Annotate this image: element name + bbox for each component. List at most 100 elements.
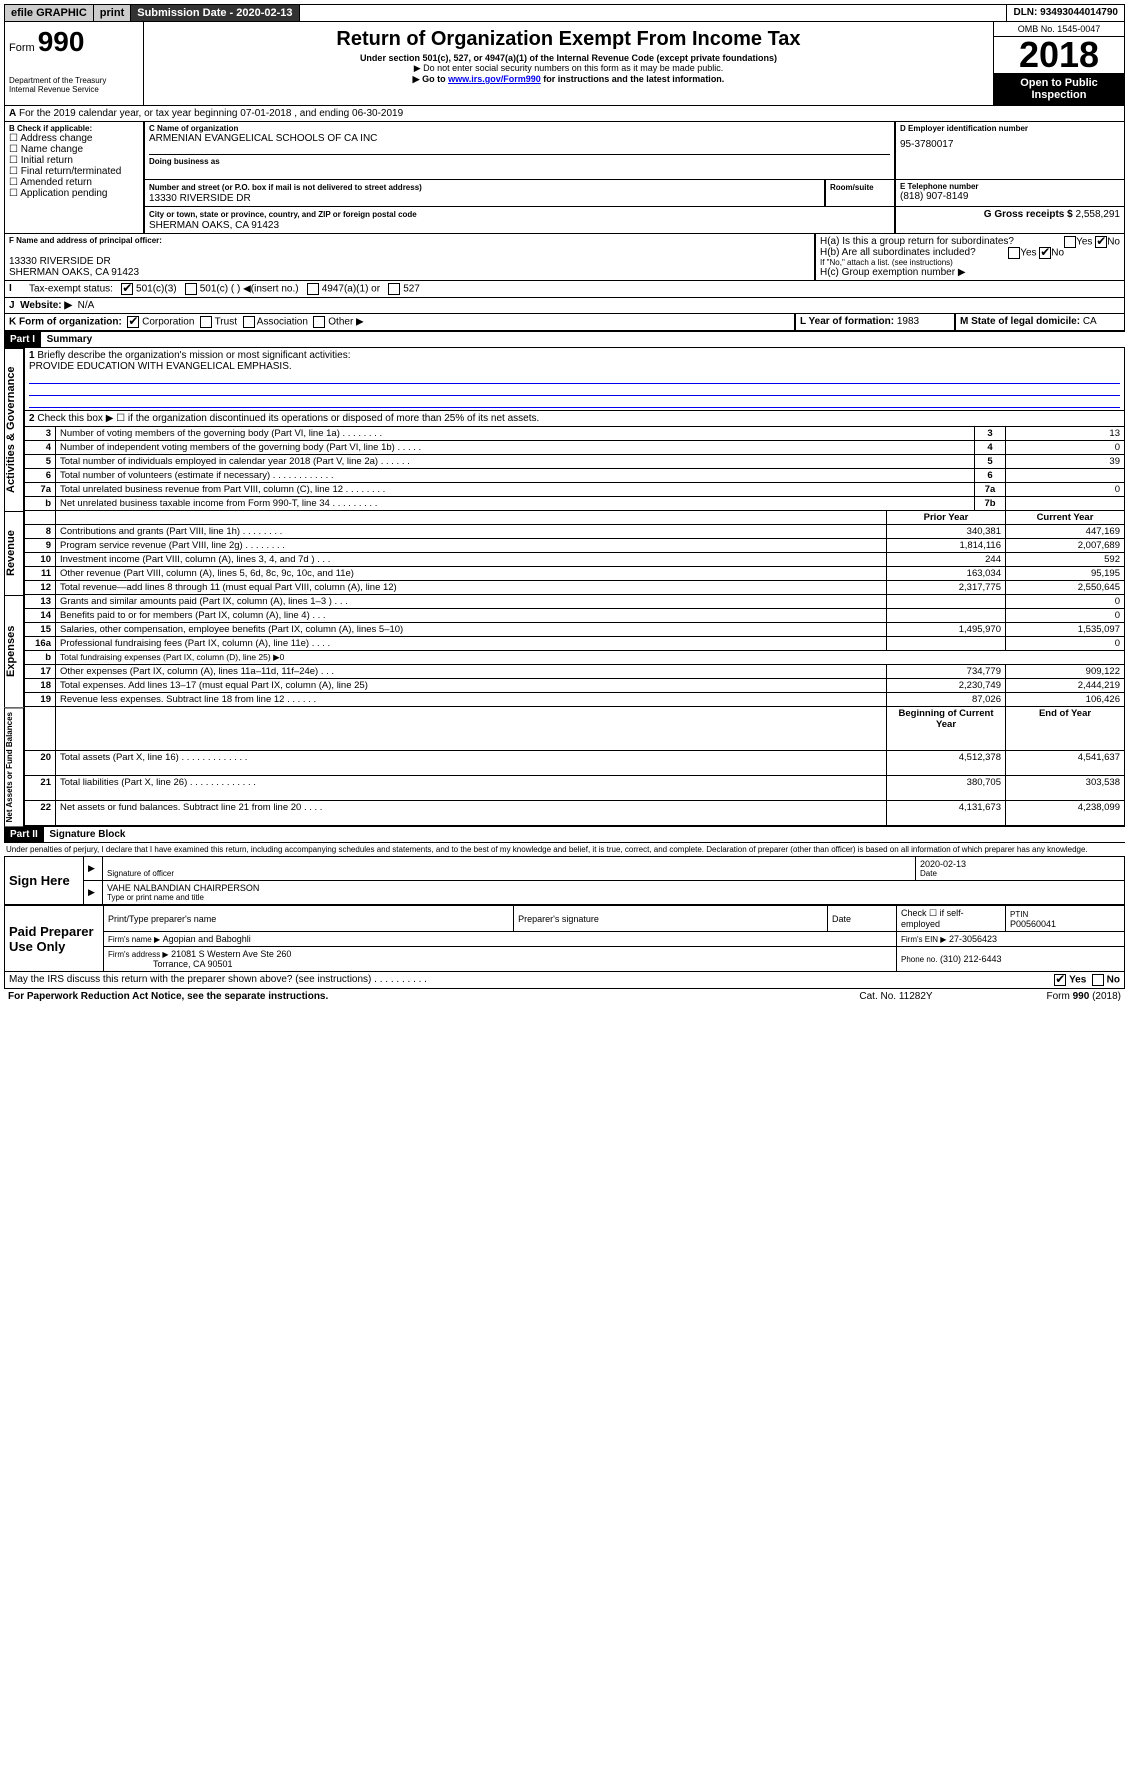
k-other[interactable] [313,316,325,328]
print-button[interactable]: print [94,5,131,21]
section-m: M State of legal domicile: CA [955,314,1125,331]
org-name: ARMENIAN EVANGELICAL SCHOOLS OF CA INC [149,133,890,144]
firm-name: Agopian and Baboghli [163,934,251,944]
section-f: F Name and address of principal officer:… [4,234,815,281]
side-net-assets: Net Assets or Fund Balances [4,707,24,826]
section-g: G Gross receipts $ 2,558,291 [895,207,1125,234]
firm-phone: (310) 212-6443 [940,954,1002,964]
table-row: bNet unrelated business taxable income f… [25,497,1125,511]
opt-name-change[interactable]: ☐ Name change [9,144,139,155]
section-h: H(a) Is this a group return for subordin… [815,234,1125,281]
table-row: 19Revenue less expenses. Subtract line 1… [25,693,1125,707]
table-row: 16aProfessional fundraising fees (Part I… [25,637,1125,651]
table-row: 5Total number of individuals employed in… [25,455,1125,469]
ha-no[interactable] [1095,236,1107,248]
i-4947[interactable] [307,283,319,295]
section-c-addr: Number and street (or P.O. box if mail i… [144,180,825,207]
efile-button[interactable]: efile GRAPHIC [5,5,94,21]
part2-header: Part II Signature Block [4,826,1125,843]
dln-label: DLN: 93493044014790 [1007,5,1124,21]
table-row: 15Salaries, other compensation, employee… [25,623,1125,637]
table-row: bTotal fundraising expenses (Part IX, co… [25,651,1125,665]
room-suite: Room/suite [825,180,895,207]
table-row: 10Investment income (Part VIII, column (… [25,553,1125,567]
form-title: Return of Organization Exempt From Incom… [148,28,989,51]
officer-name: VAHE NALBANDIAN CHAIRPERSON [107,883,1120,893]
lines-expenses: 13Grants and similar amounts paid (Part … [24,595,1125,707]
side-activities-governance: Activities & Governance [4,348,24,511]
open-to-public: Open to Public Inspection [994,73,1124,105]
section-c-city: City or town, state or province, country… [144,207,895,234]
perjury-text: Under penalties of perjury, I declare th… [4,843,1125,856]
pra-notice: For Paperwork Reduction Act Notice, see … [8,991,328,1002]
topbar-spacer [300,5,1008,21]
i-527[interactable] [388,283,400,295]
city-state-zip: SHERMAN OAKS, CA 91423 [149,220,890,231]
lines-revenue: Prior YearCurrent Year 8Contributions an… [24,511,1125,595]
k-trust[interactable] [200,316,212,328]
opt-final-return[interactable]: ☐ Final return/terminated [9,166,139,177]
dept-label: Department of the Treasury [9,76,139,85]
hb-yes[interactable] [1008,247,1020,259]
side-expenses: Expenses [4,595,24,707]
phone-value: (818) 907-8149 [900,191,1120,202]
section-l: L Year of formation: 1983 [795,314,955,331]
opt-address-change[interactable]: ☐ Address change [9,133,139,144]
part1-header: Part I Summary [4,331,1125,348]
street-address: 13330 RIVERSIDE DR [149,193,820,204]
tax-year: 2018 [994,37,1124,73]
sign-here-label: Sign Here [5,857,84,905]
i-501c[interactable] [185,283,197,295]
discuss-yes[interactable] [1054,974,1066,986]
table-row: 3Number of voting members of the governi… [25,427,1125,441]
firm-ein: 27-3056423 [949,934,997,944]
i-501c3[interactable] [121,283,133,295]
table-row: 18Total expenses. Add lines 13–17 (must … [25,679,1125,693]
website-value: N/A [78,300,95,311]
table-row: 21Total liabilities (Part X, line 26) . … [25,776,1125,801]
form-header: Form 990 Department of the Treasury Inte… [4,22,1125,106]
mission-text: PROVIDE EDUCATION WITH EVANGELICAL EMPHA… [29,361,292,372]
form-number: Form 990 [9,26,139,58]
hb-no[interactable] [1039,247,1051,259]
sign-here-block: Sign Here ▶ Signature of officer 2020-02… [4,856,1125,905]
table-row: 8Contributions and grants (Part VIII, li… [25,525,1125,539]
submission-date-label: Submission Date - 2020-02-13 [131,5,299,21]
opt-initial-return[interactable]: ☐ Initial return [9,155,139,166]
discuss-no[interactable] [1092,974,1104,986]
section-e: E Telephone number (818) 907-8149 [895,180,1125,207]
subtitle-3: ▶ Go to www.irs.gov/Form990 for instruct… [148,74,989,85]
k-assoc[interactable] [243,316,255,328]
table-row: 6Total number of volunteers (estimate if… [25,469,1125,483]
section-j: J Website: ▶ N/A [4,298,1125,314]
opt-application-pending[interactable]: ☐ Application pending [9,188,139,199]
form-ref: Form 990 (2018) [971,991,1121,1002]
k-corp[interactable] [127,316,139,328]
line-2: 2 Check this box ▶ ☐ if the organization… [24,411,1125,427]
lines-ag: 3Number of voting members of the governi… [24,427,1125,511]
table-row: 17Other expenses (Part IX, column (A), l… [25,665,1125,679]
line-a: A For the 2019 calendar year, or tax yea… [4,106,1125,122]
table-row: 22Net assets or fund balances. Subtract … [25,801,1125,826]
gross-receipts: 2,558,291 [1076,209,1121,220]
table-row: 11Other revenue (Part VIII, column (A), … [25,567,1125,581]
instructions-link[interactable]: www.irs.gov/Form990 [448,74,541,84]
discuss-with-preparer: May the IRS discuss this return with the… [4,972,1125,989]
table-row: 9Program service revenue (Part VIII, lin… [25,539,1125,553]
paid-preparer-label: Paid Preparer Use Only [5,906,104,972]
ha-yes[interactable] [1064,236,1076,248]
firm-address: 21081 S Western Ave Ste 260 [171,949,291,959]
cat-no: Cat. No. 11282Y [821,991,971,1002]
top-bar: efile GRAPHIC print Submission Date - 20… [4,4,1125,22]
irs-label: Internal Revenue Service [9,85,139,94]
section-i: I Tax-exempt status: 501(c)(3) 501(c) ( … [4,281,1125,298]
opt-amended-return[interactable]: ☐ Amended return [9,177,139,188]
subtitle-2: ▶ Do not enter social security numbers o… [148,63,989,74]
section-c-name: C Name of organization ARMENIAN EVANGELI… [144,122,895,180]
table-row: 13Grants and similar amounts paid (Part … [25,595,1125,609]
line-1: 1 Briefly describe the organization's mi… [24,348,1125,411]
ptin-value: P00560041 [1010,919,1056,929]
section-k: K Form of organization: Corporation Trus… [4,314,795,331]
table-row: 14Benefits paid to or for members (Part … [25,609,1125,623]
section-b: B Check if applicable: ☐ Address change … [4,122,144,234]
